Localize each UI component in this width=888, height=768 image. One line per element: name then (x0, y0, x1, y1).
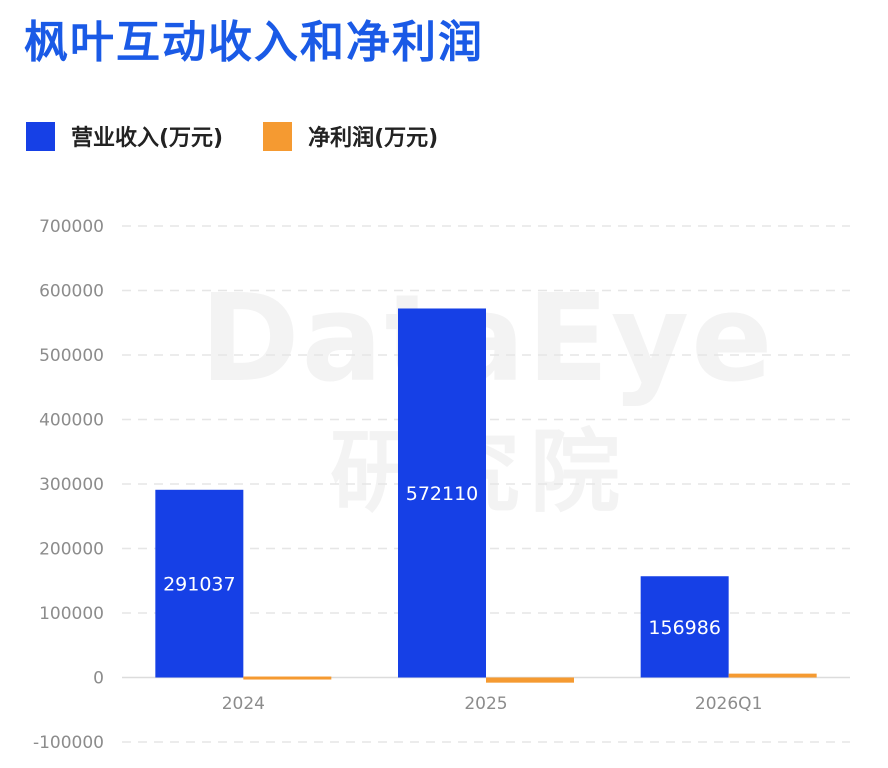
x-tick-label: 2024 (222, 694, 265, 714)
y-tick-label: 100000 (39, 604, 104, 624)
y-tick-label: 600000 (39, 282, 104, 302)
data-label: 572110 (406, 483, 479, 505)
y-tick-label: 700000 (39, 217, 104, 237)
revenue-bar (640, 576, 729, 678)
legend-swatch-revenue (26, 121, 55, 151)
net-profit-bar (486, 677, 574, 683)
data-label: 291037 (163, 574, 236, 596)
legend-swatch-net-profit (263, 121, 293, 151)
data-label: 156986 (648, 617, 721, 639)
net-profit-bar (728, 673, 817, 678)
legend-item-revenue: 营业收入(万元) (26, 120, 223, 152)
revenue-bar (398, 308, 486, 678)
y-tick-label: 200000 (39, 540, 104, 560)
legend-label-net-profit: 净利润(万元) (308, 126, 439, 151)
y-tick-label: 0 (93, 669, 104, 689)
x-tick-label: 2025 (464, 694, 507, 714)
y-tick-label: 500000 (39, 346, 104, 366)
x-tick-label: 2026Q1 (695, 694, 762, 714)
y-tick-label: 400000 (39, 411, 104, 431)
y-tick-label: -100000 (33, 733, 104, 753)
y-tick-label: 300000 (39, 475, 104, 495)
net-profit-bar (243, 676, 332, 680)
legend: 营业收入(万元) 净利润(万元) (26, 120, 478, 152)
legend-item-net-profit: 净利润(万元) (263, 120, 438, 152)
revenue-bar (155, 489, 244, 678)
legend-label-revenue: 营业收入(万元) (71, 126, 224, 151)
chart-title: 枫叶互动收入和净利润 (24, 17, 484, 68)
